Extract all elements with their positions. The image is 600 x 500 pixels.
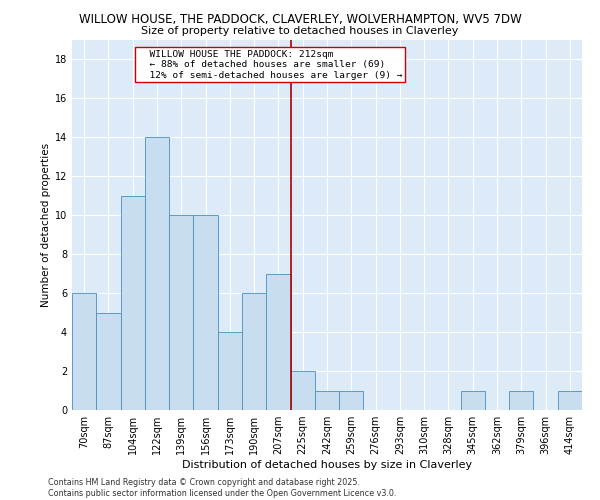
Bar — [72, 293, 96, 410]
Bar — [558, 390, 582, 410]
Y-axis label: Number of detached properties: Number of detached properties — [41, 143, 50, 307]
Bar — [290, 371, 315, 410]
Text: Contains HM Land Registry data © Crown copyright and database right 2025.
Contai: Contains HM Land Registry data © Crown c… — [48, 478, 397, 498]
Bar — [509, 390, 533, 410]
Bar — [218, 332, 242, 410]
Text: Size of property relative to detached houses in Claverley: Size of property relative to detached ho… — [142, 26, 458, 36]
Bar — [121, 196, 145, 410]
Bar — [339, 390, 364, 410]
Bar — [145, 138, 169, 410]
Bar — [96, 312, 121, 410]
X-axis label: Distribution of detached houses by size in Claverley: Distribution of detached houses by size … — [182, 460, 472, 470]
Text: WILLOW HOUSE THE PADDOCK: 212sqm
  ← 88% of detached houses are smaller (69)
  1: WILLOW HOUSE THE PADDOCK: 212sqm ← 88% o… — [137, 50, 402, 80]
Bar — [193, 216, 218, 410]
Bar — [169, 216, 193, 410]
Bar — [461, 390, 485, 410]
Bar — [315, 390, 339, 410]
Bar — [242, 293, 266, 410]
Bar — [266, 274, 290, 410]
Text: WILLOW HOUSE, THE PADDOCK, CLAVERLEY, WOLVERHAMPTON, WV5 7DW: WILLOW HOUSE, THE PADDOCK, CLAVERLEY, WO… — [79, 12, 521, 26]
